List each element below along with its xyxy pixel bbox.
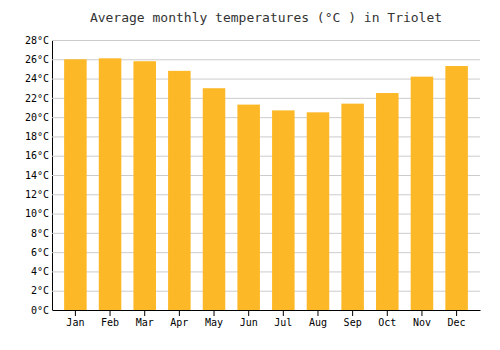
bar [341, 104, 364, 310]
x-tick-label: Dec [448, 317, 466, 328]
x-tick-mark [144, 310, 145, 316]
y-tick: 26°C [25, 54, 480, 65]
x-tick-mark [214, 310, 215, 316]
x-tick-mark [317, 310, 318, 316]
x-tick: Sep [344, 310, 362, 328]
y-tick-label: 8°C [31, 228, 49, 239]
bar [203, 88, 226, 310]
bar [307, 112, 330, 310]
grid-line [52, 40, 480, 41]
y-tick-label: 0°C [31, 305, 49, 316]
bar [376, 93, 399, 310]
y-tick-label: 20°C [25, 112, 49, 123]
x-tick-mark [352, 310, 353, 316]
y-tick-label: 12°C [25, 189, 49, 200]
grid-line [52, 310, 480, 311]
bar [168, 71, 191, 310]
bar [99, 58, 122, 310]
plot: 0°C 2°C 4°C 6°C 8°C 10°C 12°C 14°C 16°C 18°C 20°C 2… [25, 35, 481, 328]
y-axis: 0°C 2°C 4°C 6°C 8°C 10°C 12°C 14°C 16°C 18°C 20°C 2… [25, 35, 480, 316]
x-tick-mark [456, 310, 457, 316]
x-tick-label: Feb [101, 317, 119, 328]
y-tick-label: 4°C [31, 266, 49, 277]
x-tick-label: Sep [344, 317, 362, 328]
y-tick-label: 18°C [25, 131, 49, 142]
x-tick-label: Jun [240, 317, 258, 328]
x-tick: Mar [136, 310, 154, 328]
y-tick-label: 16°C [25, 150, 49, 161]
y-tick-label: 2°C [31, 285, 49, 296]
bar [64, 59, 87, 310]
bar [237, 105, 260, 310]
bar [272, 110, 295, 310]
x-axis-line [53, 310, 481, 311]
chart: 0°C 2°C 4°C 6°C 8°C 10°C 12°C 14°C 16°C 18°C 20°C 2… [0, 0, 500, 350]
x-tick-mark [248, 310, 249, 316]
x-tick-label: Mar [136, 317, 154, 328]
x-tick: Jan [66, 310, 84, 328]
x-tick-mark [179, 310, 180, 316]
x-tick: Jul [274, 310, 292, 328]
x-tick: Nov [413, 310, 431, 328]
x-tick: May [205, 310, 223, 328]
y-tick-label: 28°C [25, 35, 49, 46]
x-tick: Feb [101, 310, 119, 328]
x-tick: Jun [240, 310, 258, 328]
x-tick-label: Apr [170, 317, 188, 328]
bar [411, 77, 434, 310]
x-tick-mark [75, 310, 76, 316]
x-tick-label: Jan [66, 317, 84, 328]
x-tick-mark [283, 310, 284, 316]
x-axis: Jan Feb Mar Apr May Jun Jul Aug Sep Oct Nov Dec [53, 310, 481, 328]
bar [133, 61, 156, 310]
x-tick-mark [387, 310, 388, 316]
x-tick-mark [421, 310, 422, 316]
x-tick-label: May [205, 317, 223, 328]
y-tick: 28°C [25, 35, 480, 46]
x-tick-label: Aug [309, 317, 327, 328]
y-tick-label: 10°C [25, 208, 49, 219]
y-tick-label: 6°C [31, 247, 49, 258]
y-tick-label: 14°C [25, 170, 49, 181]
title: Average monthly temperatures (°C ) in Tr… [90, 10, 442, 25]
y-tick-label: 24°C [25, 73, 49, 84]
y-tick-label: 22°C [25, 93, 49, 104]
x-tick: Dec [448, 310, 466, 328]
x-tick-label: Oct [378, 317, 396, 328]
bars [64, 58, 468, 310]
x-tick: Apr [170, 310, 188, 328]
x-tick: Oct [378, 310, 396, 328]
y-axis-line [53, 41, 481, 311]
bar [445, 66, 468, 310]
x-tick-mark [110, 310, 111, 316]
x-tick: Aug [309, 310, 327, 328]
x-tick-label: Jul [274, 317, 292, 328]
x-tick-label: Nov [413, 317, 431, 328]
y-tick-label: 26°C [25, 54, 49, 65]
